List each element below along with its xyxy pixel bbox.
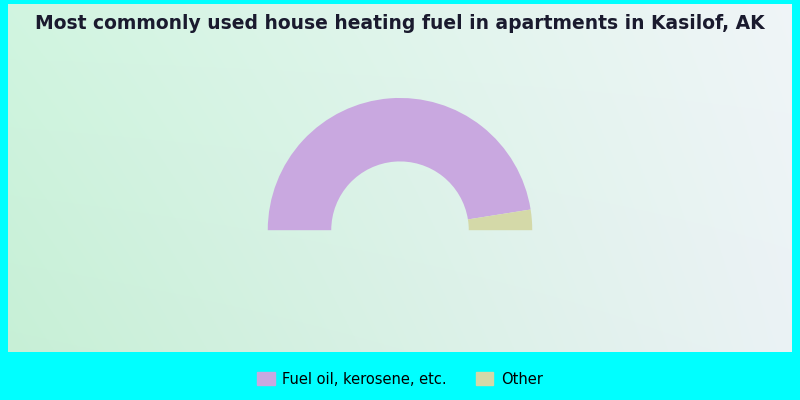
Legend: Fuel oil, kerosene, etc., Other: Fuel oil, kerosene, etc., Other [258,372,542,387]
Text: Most commonly used house heating fuel in apartments in Kasilof, AK: Most commonly used house heating fuel in… [35,14,765,33]
Wedge shape [268,98,530,230]
Wedge shape [468,210,532,230]
